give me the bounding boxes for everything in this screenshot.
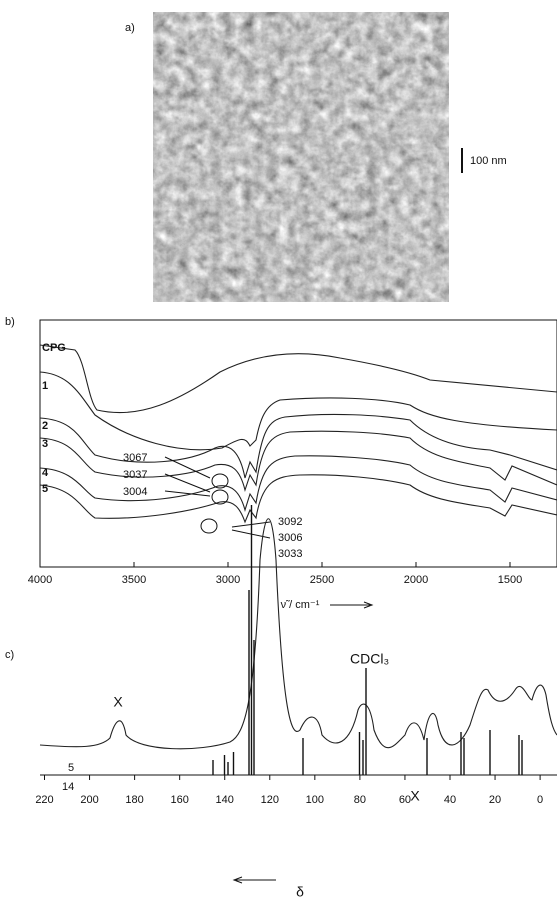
x-tick-label: 80 [354,794,366,806]
x-tick-label: 1500 [498,574,522,586]
x-tick-label: 60 [399,794,411,806]
trace-label: 14 [62,781,74,793]
ir-spectra [39,344,557,524]
trace-label: CPG [42,342,66,354]
panel-label: b) [5,316,15,328]
x-axis-label: δ [296,884,304,900]
scale-bar-label: 100 nm [470,155,507,167]
x-tick-label: 100 [306,794,324,806]
trace-label: 1 [42,380,48,392]
peak-label: 3067 [123,452,147,464]
impurity-label: X [410,788,420,804]
x-tick-label: 2000 [404,574,428,586]
x-tick-label: 2500 [310,574,334,586]
x-tick-label: 200 [80,794,98,806]
plot-frame [39,319,557,568]
peak-label: 3092 [278,516,302,528]
peak-label: 3037 [123,469,147,481]
x-tick-label: 220 [35,794,53,806]
sem-image [153,12,449,302]
trace-label: 5 [42,483,48,495]
x-tick-label: 120 [261,794,279,806]
x-tick-label: 40 [444,794,456,806]
nmr-sticks [212,505,523,775]
peak-label: 3006 [278,532,302,544]
axis-arrow [330,601,374,609]
impurity-label: X [113,694,123,710]
peak-label: 3033 [278,548,302,560]
x-tick-label: 3500 [122,574,146,586]
trace-label: 4 [42,467,49,479]
x-tick-label: 4000 [28,574,52,586]
solvent-label: CDCl₃ [350,651,389,667]
trace-label: 3 [42,438,48,450]
x-axis-label: ν̃ / cm⁻¹ [281,599,320,611]
axis-arrow [232,876,276,884]
x-tick-label: 140 [216,794,234,806]
trace-label: 2 [42,420,48,432]
x-tick-label: 3000 [216,574,240,586]
x-tick-label: 0 [537,794,543,806]
x-tick-label: 180 [125,794,143,806]
panel-label: a) [125,22,135,34]
nmr-trace [39,518,557,750]
panel-label: c) [5,649,14,661]
trace-label: 5 [68,762,74,774]
x-tick-label: 20 [489,794,501,806]
peak-label: 3004 [123,486,147,498]
x-tick-label: 160 [170,794,188,806]
